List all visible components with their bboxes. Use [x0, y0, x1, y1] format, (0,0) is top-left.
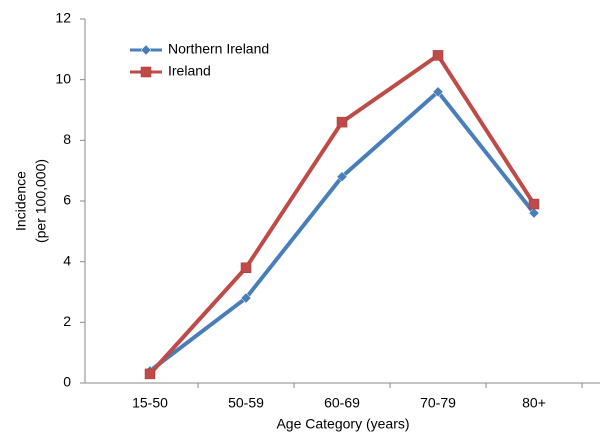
x-tick-label: 80+ — [522, 395, 546, 411]
y-tick-label: 8 — [63, 131, 71, 147]
legend-label: Ireland — [168, 63, 211, 79]
marker — [432, 86, 444, 98]
y-axis-label: Incidence — [13, 171, 29, 231]
marker — [336, 171, 348, 183]
marker — [528, 207, 540, 219]
marker — [240, 262, 252, 273]
y-tick-label: 6 — [63, 192, 71, 208]
y-tick-label: 12 — [55, 10, 71, 26]
marker — [528, 198, 540, 210]
x-tick-label: 60-69 — [324, 395, 360, 411]
x-tick-label: 70-79 — [420, 395, 456, 411]
marker — [140, 44, 152, 56]
y-tick-label: 10 — [55, 70, 71, 86]
marker — [336, 116, 348, 128]
x-tick-label: 50-59 — [228, 395, 264, 411]
x-tick-label: 15-50 — [132, 395, 168, 411]
y-tick-label: 4 — [63, 252, 71, 268]
y-axis-label: (per 100,000) — [33, 159, 49, 243]
series-line — [148, 89, 536, 373]
x-axis-label: Age Category (years) — [276, 416, 409, 432]
legend-label: Northern Ireland — [168, 41, 269, 57]
marker — [144, 368, 156, 380]
marker — [140, 66, 152, 78]
marker — [432, 50, 444, 61]
y-tick-label: 2 — [63, 313, 71, 329]
y-tick-label: 0 — [63, 374, 71, 390]
marker — [240, 292, 252, 304]
